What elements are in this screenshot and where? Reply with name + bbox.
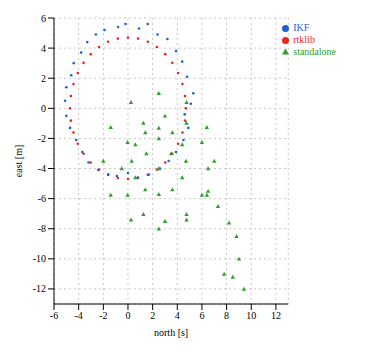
html-text:IKF: IKF [293,22,310,33]
svg-text:8: 8 [224,310,229,321]
svg-text:6: 6 [199,310,204,321]
svg-text:-10: -10 [33,253,46,264]
svg-text:10: 10 [246,310,256,321]
svg-text:-8: -8 [38,223,46,234]
svg-text:2: 2 [150,310,155,321]
svg-text:east [m]: east [m] [13,145,24,178]
svg-text:-4: -4 [38,163,46,174]
svg-text:north [s]: north [s] [154,327,188,338]
svg-text:6: 6 [41,13,46,24]
svg-text:-2: -2 [99,310,107,321]
svg-text:-2: -2 [38,133,46,144]
svg-text:-12: -12 [33,283,46,294]
svg-text:4: 4 [175,310,180,321]
svg-text:4: 4 [41,43,46,54]
svg-text:-4: -4 [74,310,82,321]
svg-text:-6: -6 [50,310,58,321]
svg-text:2: 2 [41,73,46,84]
svg-text:12: 12 [271,310,281,321]
svg-text:0: 0 [41,103,46,114]
svg-text:-6: -6 [38,193,46,204]
html-text:rtklib: rtklib [293,34,315,45]
html-text:standalone: standalone [293,46,336,57]
svg-text:0: 0 [125,310,130,321]
